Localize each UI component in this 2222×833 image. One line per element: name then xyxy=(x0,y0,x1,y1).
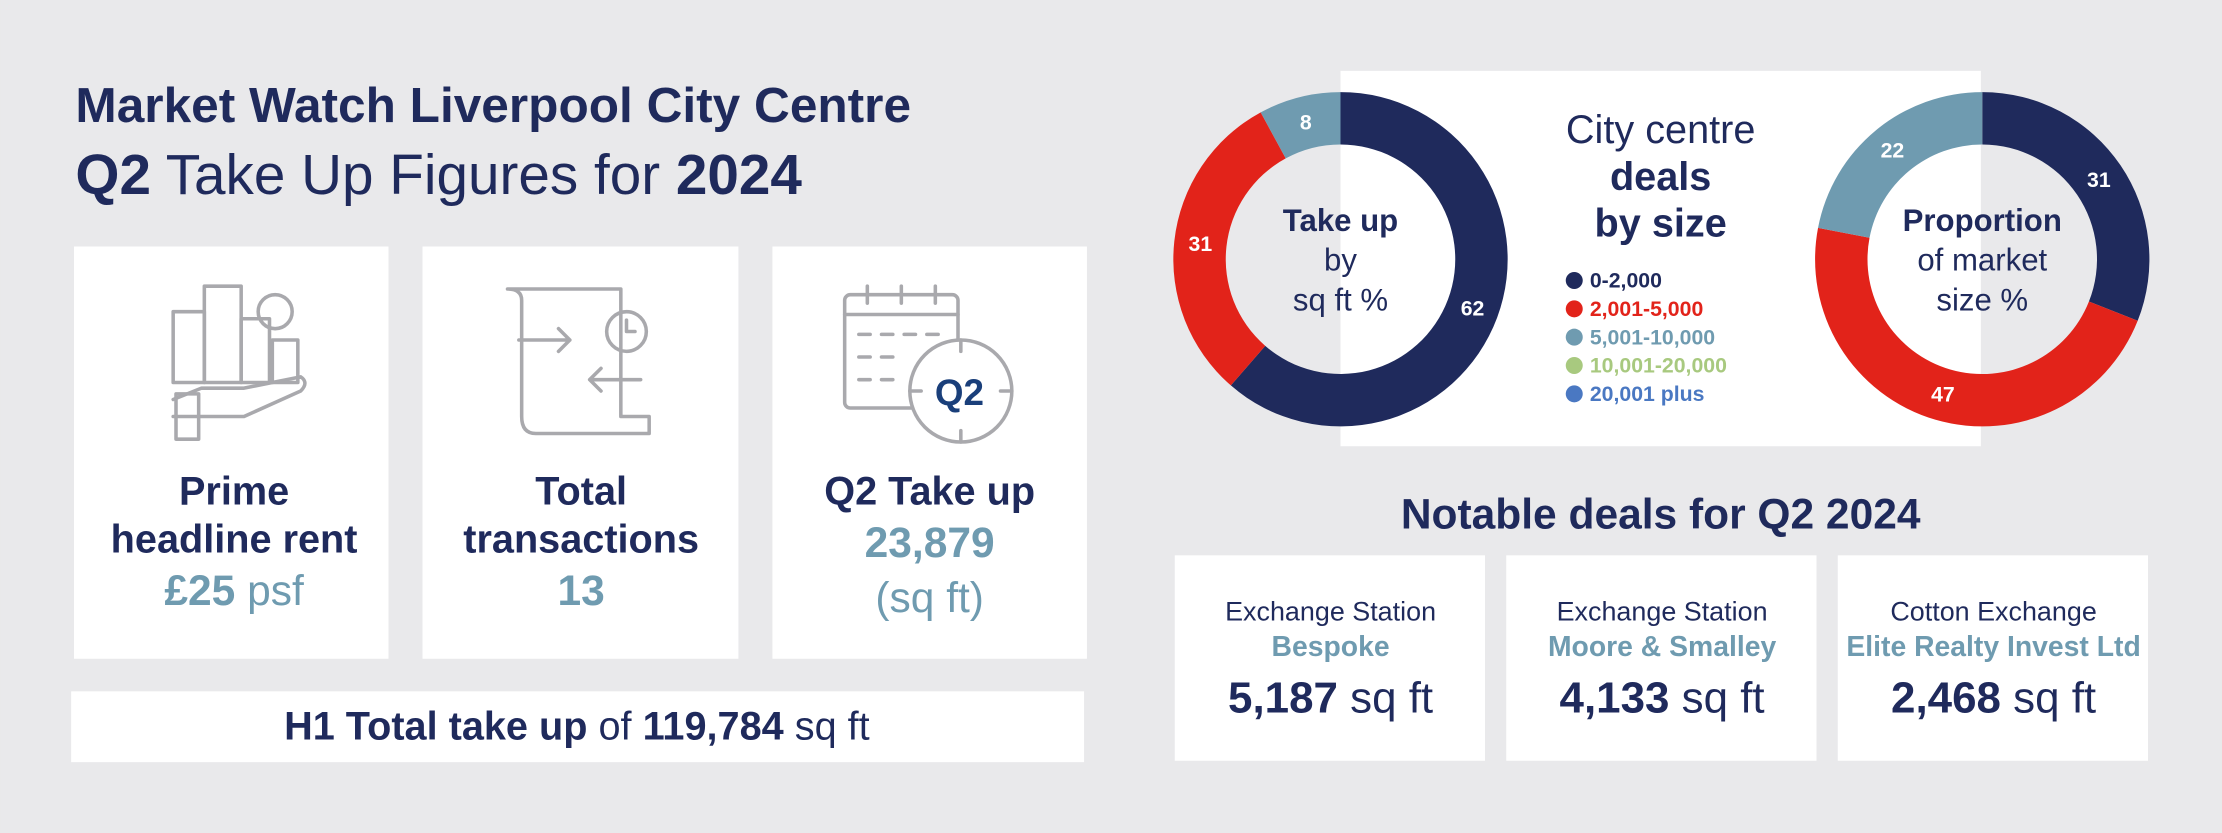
deal-size-unit: sq ft xyxy=(1338,674,1433,723)
legend-title: deals xyxy=(1610,155,1711,199)
legend-dot xyxy=(1565,385,1583,403)
h1-label: H1 Total take up xyxy=(284,705,587,749)
donut-segment xyxy=(1815,227,2138,427)
legend: 0-2,000 2,001-5,000 5,001-10,000 10,001-20,… xyxy=(1565,269,1727,406)
deal-size-value: 4,133 xyxy=(1560,674,1670,723)
deal-location: Exchange Station xyxy=(1557,597,1768,627)
legend-title: City centre xyxy=(1566,108,1756,152)
donut-segment xyxy=(1982,92,2150,321)
center-text: sq ft % xyxy=(1293,282,1388,317)
deal-size: 4,133 sq ft xyxy=(1560,674,1765,723)
legend-label: 5,001-10,000 xyxy=(1590,325,1715,349)
deal-card xyxy=(1506,555,1817,761)
legend-label: 20,001 plus xyxy=(1590,382,1705,406)
deal-tenant: Bespoke xyxy=(1272,631,1390,663)
legend-dot xyxy=(1565,357,1583,374)
value-label: 22 xyxy=(1881,139,1905,163)
value-label: 62 xyxy=(1461,297,1485,321)
deal-size-unit: sq ft xyxy=(2001,674,2096,723)
value-label: 8 xyxy=(1300,111,1312,135)
deal-size-value: 2,468 xyxy=(1891,674,2001,723)
deal-tenant: Elite Realty Invest Ltd xyxy=(1846,631,2140,663)
h1-unit: sq ft xyxy=(784,705,870,749)
h1-text: of xyxy=(587,705,642,749)
deal-location: Exchange Station xyxy=(1225,597,1436,627)
title: Market Watch Liverpool City Centre xyxy=(75,77,911,133)
legend-title: by size xyxy=(1595,202,1727,246)
legend-label: 10,001-20,000 xyxy=(1590,354,1727,378)
card-label: Prime xyxy=(179,469,289,513)
card-label: transactions xyxy=(463,518,699,562)
card-value: 13 xyxy=(558,568,605,615)
subtitle-year: 2024 xyxy=(676,144,803,207)
donut-segment xyxy=(1260,92,1341,159)
donut-segment xyxy=(1173,112,1286,386)
center-text: Take up xyxy=(1283,203,1398,238)
deal-size-value: 5,187 xyxy=(1228,674,1338,723)
charts: 62 31 8 Take up by sq ft % 31 47 22 Proportion of … xyxy=(1173,92,2150,427)
subtitle-quarter: Q2 xyxy=(75,144,151,207)
center-text: by xyxy=(1324,243,1357,278)
deal-size: 5,187 sq ft xyxy=(1228,674,1433,723)
value-label: 31 xyxy=(1189,232,1213,256)
deals-title: Notable deals for Q2 2024 xyxy=(1401,491,1921,538)
deal-size: 2,468 sq ft xyxy=(1891,674,2096,723)
card-label: headline rent xyxy=(111,518,358,562)
h1-bar xyxy=(71,691,1085,763)
legend-dot xyxy=(1565,328,1583,346)
card-label: Q2 Take up xyxy=(824,469,1035,513)
legend-label: 0-2,000 xyxy=(1590,269,1662,293)
legend-dot xyxy=(1565,272,1583,289)
card-unit: (sq ft) xyxy=(875,575,984,622)
deals: Exchange Station Bespoke 5,187 sq ft Exchan… xyxy=(1174,555,2148,761)
value: £25 xyxy=(164,568,235,615)
card-value: £25 psf xyxy=(164,568,304,615)
card xyxy=(74,246,389,659)
h1-value: 119,784 xyxy=(643,705,784,749)
icon-text: Q2 xyxy=(935,372,984,413)
legend-label: 2,001-5,000 xyxy=(1590,297,1703,321)
subtitle-text: Take Up Figures for xyxy=(151,144,676,207)
deal-tenant: Moore & Smalley xyxy=(1548,631,1777,663)
card-value: 23,879 xyxy=(865,520,995,567)
card-label: Total xyxy=(535,469,627,513)
center-text: of market xyxy=(1917,243,2047,278)
subtitle: Q2 Take Up Figures for 2024 xyxy=(75,144,802,207)
deal-card xyxy=(1174,555,1485,761)
deal-size-unit: sq ft xyxy=(1669,674,1764,723)
building-icon xyxy=(171,284,307,441)
center-text: size % xyxy=(1936,282,2028,317)
h1-total: H1 Total take up of 119,784 sq ft xyxy=(284,705,870,749)
unit: psf xyxy=(235,568,304,615)
value-label: 47 xyxy=(1931,383,1955,407)
document-icon xyxy=(505,287,651,436)
value-label: 31 xyxy=(2087,168,2111,192)
donut-segment xyxy=(1818,92,1983,238)
donut-segment xyxy=(1230,92,1508,427)
deal-location: Cotton Exchange xyxy=(1890,597,2096,627)
legend-dot xyxy=(1565,300,1583,318)
card xyxy=(422,246,739,659)
calendar-icon xyxy=(842,284,1014,444)
center-text: Proportion xyxy=(1903,203,2062,238)
deal-card xyxy=(1837,555,2148,761)
